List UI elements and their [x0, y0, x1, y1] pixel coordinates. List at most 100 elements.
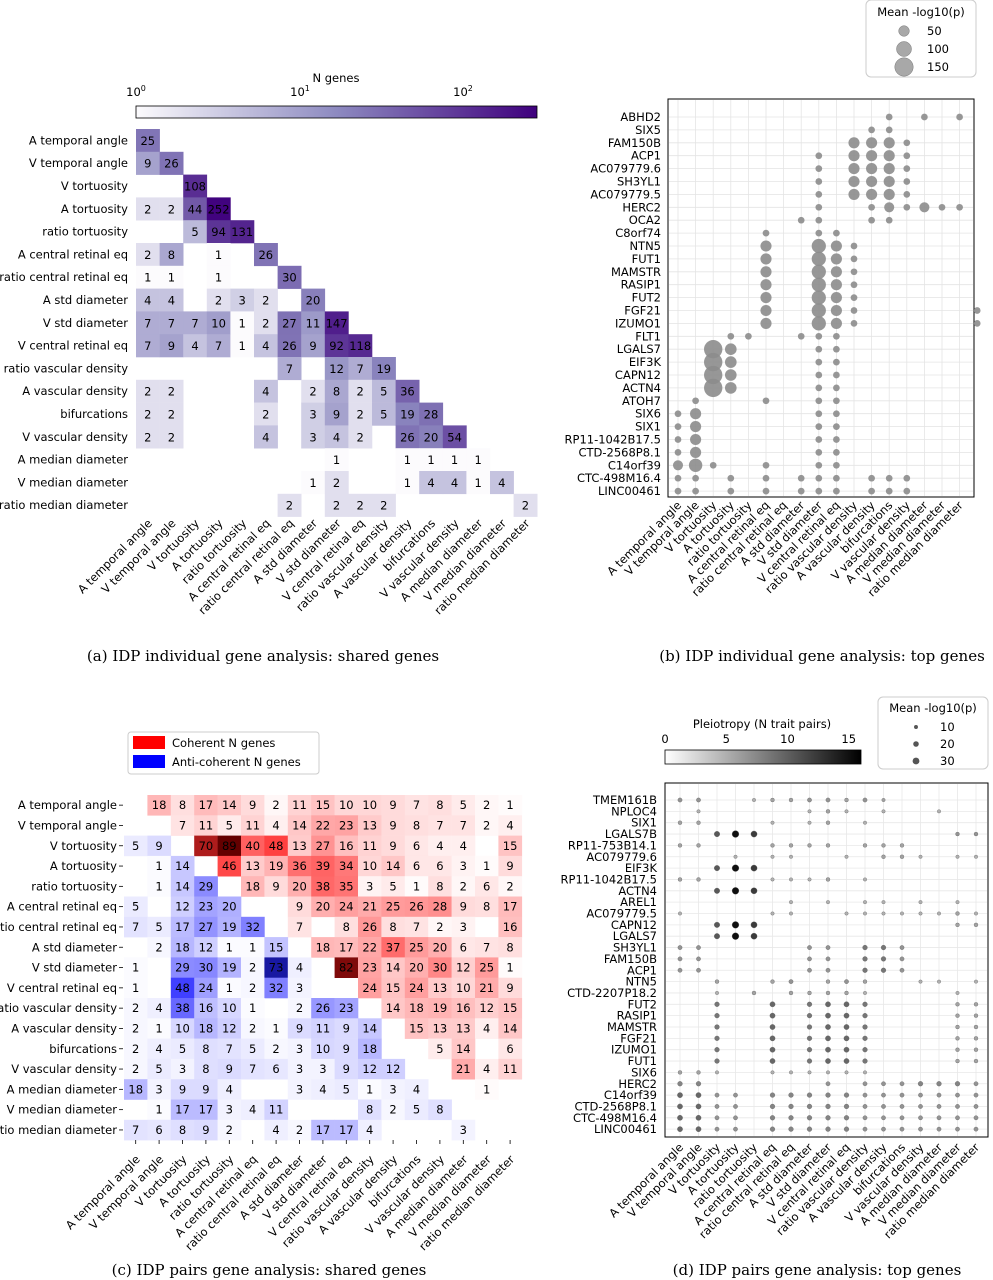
heatmap-c-value: 5: [132, 900, 139, 914]
dot-d: [714, 921, 720, 928]
dot-d: [733, 854, 738, 859]
heatmap-c-value: 14: [292, 818, 307, 832]
heatmap-c-value: 4: [366, 1123, 373, 1137]
heatmap-c-value: 9: [296, 1021, 303, 1035]
heatmap-a-value: 9: [309, 339, 316, 353]
heatmap-a-cell: [324, 425, 349, 449]
heatmap-c-value: 14: [175, 859, 190, 873]
dot-d: [825, 1103, 831, 1110]
heatmap-a-value: 5: [380, 385, 387, 399]
dot-d: [696, 877, 701, 882]
dot-d: [714, 865, 720, 872]
heatmap-c-value: 9: [506, 859, 513, 873]
heatmap-a-value: 36: [400, 385, 415, 399]
heatmap-a-value: 9: [144, 157, 151, 171]
heatmap-a-cell: [254, 243, 278, 267]
dot-d: [844, 809, 849, 814]
dot-d: [955, 1115, 960, 1121]
colorbar-d-label: Pleiotropy (N trait pairs): [693, 717, 831, 731]
dot-b: [833, 358, 840, 366]
dot-b: [848, 175, 860, 188]
heatmap-c-coherent-cell: [311, 937, 335, 958]
heatmap-c-value: 13: [456, 1021, 471, 1035]
dot-d: [788, 1092, 794, 1098]
gene-label-b-oca2: OCA2: [629, 213, 661, 227]
heatmap-c-anticoherent-cell: [170, 998, 195, 1019]
heatmap-a-cell: [159, 334, 184, 358]
heatmap-a-value: 20: [306, 294, 321, 308]
dot-d: [954, 1081, 961, 1087]
dot-d: [769, 1092, 776, 1098]
heatmap-a-value: 2: [144, 202, 151, 216]
heatmap-c-anticoherent-cell: [147, 1038, 172, 1060]
gene-label-b-fgf21: FGF21: [624, 304, 661, 318]
colorbar-a: [135, 105, 538, 119]
heatmap-c-value: 40: [245, 839, 260, 853]
heatmap-a-value: 7: [357, 362, 364, 376]
heatmap-c-value: 23: [199, 900, 214, 914]
dot-d: [769, 1046, 776, 1053]
dot-d: [825, 1001, 831, 1008]
heatmap-c-coherent-cell: [451, 916, 476, 938]
dot-d: [696, 797, 701, 803]
dot-d: [862, 1115, 868, 1121]
dot-d: [973, 1002, 979, 1007]
caption-d: (d) IDP pairs gene analysis: top genes: [673, 1261, 962, 1279]
heatmap-c-value: 48: [175, 981, 190, 995]
dot-d: [696, 809, 701, 814]
heatmap-c-coherent-cell: [475, 957, 499, 978]
heatmap-c-value: 21: [456, 1062, 471, 1076]
dot-b: [762, 461, 770, 469]
heatmap-c-coherent-cell: [381, 916, 406, 938]
row-label-a-a-median-diameter: A median diameter: [18, 453, 129, 467]
heatmap-c-value: 6: [155, 1123, 162, 1137]
heatmap-c-anticoherent-cell: [147, 855, 172, 877]
dot-b: [833, 384, 840, 392]
dot-b: [830, 253, 842, 265]
heatmap-c-value: 11: [199, 818, 214, 832]
dot-d: [825, 797, 831, 803]
heatmap-c-value: 18: [152, 798, 167, 812]
heatmap-c-coherent-cell: [404, 937, 429, 958]
gene-label-b-ac079779-5: AC079779.5: [590, 187, 661, 201]
heatmap-c-coherent-cell: [428, 937, 452, 958]
heatmap-c-value: 20: [222, 900, 237, 914]
dot-d: [826, 900, 830, 905]
heatmap-a-value: 44: [188, 202, 203, 216]
heatmap-a-cell: [395, 471, 420, 495]
dot-d: [770, 854, 775, 859]
heatmap-a-cell: [442, 448, 467, 472]
dot-b: [815, 461, 823, 469]
heatmap-a-value: 2: [522, 499, 529, 513]
heatmap-c-value: 8: [436, 1103, 443, 1117]
heatmap-c-coherent-cell: [170, 795, 195, 816]
heatmap-c-anticoherent-cell: [217, 977, 242, 999]
dot-d: [843, 1001, 850, 1008]
heatmap-c-value: 3: [296, 1062, 303, 1076]
dot-d: [974, 979, 978, 984]
heatmap-c-value: 6: [460, 940, 467, 954]
dot-b: [833, 423, 840, 430]
panel-c-pairs-shared-genes-heatmap: Coherent N genes Anti-coherent N genes 1…: [0, 731, 523, 1279]
dot-d: [789, 911, 793, 916]
dot-d: [843, 1092, 850, 1098]
dot-d: [770, 877, 775, 882]
dot-d: [973, 1115, 979, 1121]
dot-b: [903, 165, 911, 172]
dot-d: [807, 797, 812, 803]
dot-b: [724, 356, 737, 368]
dot-b: [674, 449, 682, 456]
heatmap-c-value: 4: [436, 839, 443, 853]
heatmap-c-coherent-cell: [381, 957, 406, 978]
heatmap-c-coherent-cell: [358, 855, 382, 877]
heatmap-a-value: 2: [309, 385, 316, 399]
heatmap-a-value: 1: [168, 271, 175, 285]
heatmap-c-coherent-cell: [381, 977, 406, 999]
dot-d: [899, 1115, 905, 1121]
heatmap-a-cell: [301, 334, 326, 358]
heatmap-a-value: 4: [262, 385, 269, 399]
heatmap-a-value: 118: [349, 339, 371, 353]
gene-label-b-izumo1: IZUMO1: [615, 316, 661, 330]
gene-label-d-ctc-498m16-4: CTC-498M16.4: [573, 1111, 657, 1125]
heatmap-c-value: 5: [132, 839, 139, 853]
